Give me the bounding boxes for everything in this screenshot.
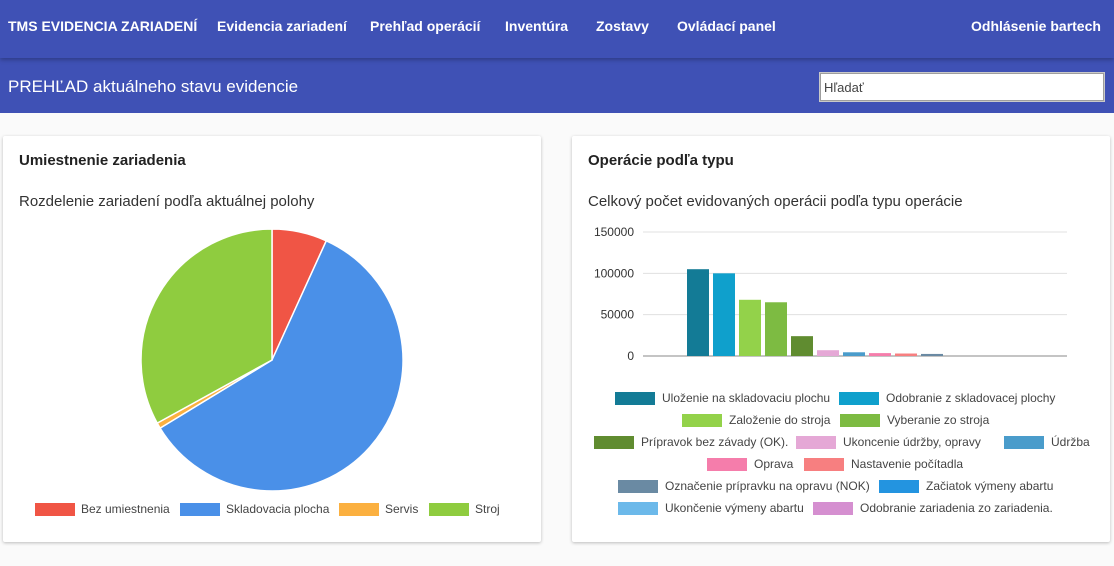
- legend-swatch: [35, 503, 75, 516]
- bar[interactable]: [869, 353, 891, 356]
- bar[interactable]: [713, 273, 735, 356]
- nav-item-ovladaci-panel[interactable]: Ovládací panel: [677, 18, 776, 34]
- navbar: TMS EVIDENCIA ZARIADENÍ Evidencia zariad…: [0, 0, 1114, 58]
- legend-label[interactable]: Vyberanie zo stroja: [887, 413, 990, 427]
- legend-label[interactable]: Bez umiestnenia: [81, 502, 170, 516]
- legend-label[interactable]: Označenie prípravku na opravu (NOK): [665, 479, 870, 493]
- bar[interactable]: [739, 299, 761, 356]
- legend-swatch: [615, 392, 655, 405]
- legend-label[interactable]: Skladovacia plocha: [226, 502, 330, 516]
- bar[interactable]: [921, 353, 943, 356]
- legend-swatch: [813, 502, 853, 515]
- legend-label[interactable]: Založenie do stroja: [729, 413, 831, 427]
- legend-label[interactable]: Uloženie na skladovaciu plochu: [662, 391, 830, 405]
- pie-slice[interactable]: [159, 239, 404, 492]
- legend-label[interactable]: Ukončenie výmeny abartu: [665, 501, 804, 515]
- bar[interactable]: [765, 302, 787, 356]
- nav-brand[interactable]: TMS EVIDENCIA ZARIADENÍ: [8, 18, 198, 34]
- legend-label[interactable]: Servis: [385, 502, 418, 516]
- legend-swatch: [1004, 436, 1044, 449]
- page-title: PREHĽAD aktuálneho stavu evidencie: [8, 77, 299, 96]
- legend-swatch: [879, 480, 919, 493]
- bar[interactable]: [895, 353, 917, 356]
- legend-label[interactable]: Prípravok bez závady (OK).: [641, 435, 788, 449]
- legend-swatch: [796, 436, 836, 449]
- bar[interactable]: [843, 352, 865, 356]
- legend-label[interactable]: Odobranie zariadenia zo zariadenia.: [860, 501, 1053, 515]
- card-title: Umiestnenie zariadenia: [19, 152, 186, 169]
- legend-swatch: [804, 458, 844, 471]
- nav-item-zostavy[interactable]: Zostavy: [596, 18, 649, 34]
- legend-swatch: [682, 414, 722, 427]
- legend-label[interactable]: Ukoncenie údržby, opravy: [843, 435, 981, 449]
- legend-swatch: [618, 502, 658, 515]
- search-input[interactable]: [819, 72, 1105, 102]
- legend-swatch: [180, 503, 220, 516]
- y-tick-label: 0: [627, 349, 634, 363]
- legend-label[interactable]: Oprava: [754, 457, 794, 471]
- legend-swatch: [618, 480, 658, 493]
- pie-chart: Bez umiestnenia Skladovacia plocha Servis S…: [35, 228, 500, 516]
- legend-swatch: [707, 458, 747, 471]
- logout-link[interactable]: Odhlásenie bartech: [971, 18, 1101, 34]
- legend-label[interactable]: Nastavenie počítadla: [851, 457, 963, 471]
- legend-swatch: [594, 436, 634, 449]
- card-device-location: Umiestnenie zariadenia Rozdelenie zariad…: [3, 136, 541, 542]
- nav-item-evidencia[interactable]: Evidencia zariadení: [217, 18, 347, 34]
- nav-item-inventura[interactable]: Inventúra: [505, 18, 569, 34]
- card-operations-by-type: Operácie podľa typu Celkový počet evidov…: [572, 136, 1110, 542]
- legend-swatch: [839, 392, 879, 405]
- card-title: Operácie podľa typu: [588, 152, 734, 169]
- card-subtitle: Celkový počet evidovaných operácii podľa…: [588, 193, 963, 210]
- y-tick-label: 100000: [594, 266, 634, 280]
- card-subtitle: Rozdelenie zariadení podľa aktuálnej pol…: [19, 193, 315, 210]
- legend-label[interactable]: Odobranie z skladovacej plochy: [886, 391, 1055, 405]
- legend-label[interactable]: Údržba: [1051, 434, 1090, 449]
- bar[interactable]: [817, 350, 839, 356]
- legend-swatch: [840, 414, 880, 427]
- bar[interactable]: [791, 336, 813, 356]
- pie-slice[interactable]: [140, 228, 273, 425]
- legend-swatch: [429, 503, 469, 516]
- y-tick-label: 150000: [594, 225, 634, 239]
- nav-item-prehlad[interactable]: Prehľad operácií: [370, 18, 481, 34]
- y-tick-label: 50000: [601, 308, 635, 322]
- bar-chart: 0 50000 100000 150000 Uloženie na skladovaci…: [594, 225, 1090, 515]
- legend-swatch: [339, 503, 379, 516]
- legend-label[interactable]: Stroj: [475, 502, 500, 516]
- bar[interactable]: [687, 269, 709, 356]
- legend-label[interactable]: Začiatok výmeny abartu: [926, 479, 1053, 493]
